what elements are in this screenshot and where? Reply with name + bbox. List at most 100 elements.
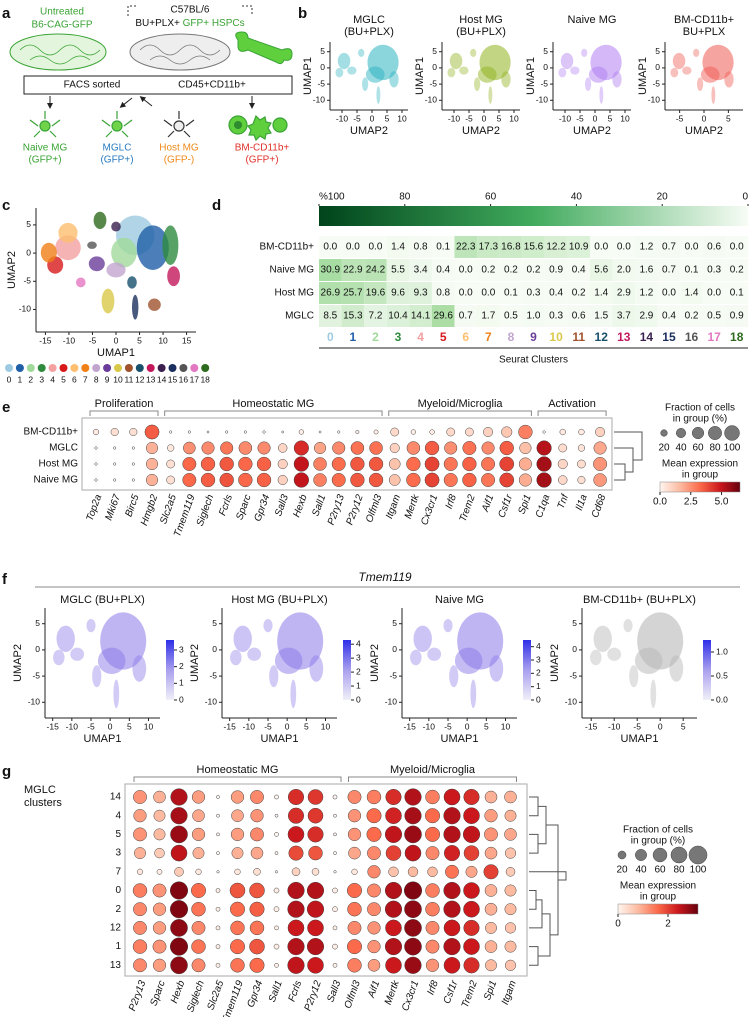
cell-value: 0.0	[459, 288, 473, 299]
y-tick-label: -5	[540, 78, 548, 88]
y-tick-label: -10	[425, 95, 438, 105]
cell-value: 2.9	[617, 288, 631, 299]
population-label: (GFP+)	[28, 155, 61, 166]
umap-cloud	[623, 619, 633, 633]
legend-dot	[660, 429, 668, 437]
dot	[274, 963, 279, 968]
umap-cluster	[87, 241, 97, 249]
x-axis-label: UMAP2	[350, 125, 388, 137]
heat-cell	[477, 305, 500, 327]
dot	[192, 847, 205, 860]
heat-cell	[386, 305, 410, 327]
gene-label: Cx3cr1	[419, 493, 440, 527]
dot	[206, 430, 210, 434]
cell-value: 2.0	[617, 265, 631, 276]
heat-cell	[657, 305, 681, 327]
cell-value: 1.4	[391, 242, 405, 253]
brain-icon	[139, 44, 221, 65]
gene-label: Hexb	[291, 493, 309, 519]
dot	[169, 937, 189, 956]
umap-cloud	[581, 48, 588, 57]
dot	[443, 938, 461, 956]
umap-cloud	[427, 647, 442, 661]
colorbar-tick-label: 3	[356, 652, 361, 662]
legend-tick-label: 20	[616, 865, 628, 876]
y-tick-label: 0	[543, 62, 548, 72]
dot	[191, 827, 206, 842]
dot	[407, 866, 419, 877]
brain-icon	[129, 33, 231, 71]
cell-value: 0.0	[730, 242, 744, 253]
label: FACS sorted	[64, 80, 121, 91]
dot	[287, 807, 305, 824]
dot	[92, 428, 100, 436]
row-label: Host MG	[39, 459, 79, 470]
dot	[367, 921, 381, 935]
x-tick-label: -10	[336, 113, 349, 123]
dot	[94, 462, 98, 466]
group-label: Myeloid/Microglia	[418, 398, 504, 410]
gene-label: Cx3cr1	[400, 979, 421, 1013]
dot	[145, 473, 159, 487]
dendrogram	[614, 463, 626, 481]
row-label: 7	[115, 866, 121, 877]
colorbar-tick-label: 0.0	[716, 694, 728, 704]
dot	[367, 902, 381, 917]
cell-value: 0.0	[685, 242, 699, 253]
column-label: 4	[417, 330, 424, 344]
dot	[291, 867, 301, 877]
dot	[347, 827, 362, 842]
dot	[367, 865, 381, 879]
colorbar	[659, 481, 741, 493]
cell-value: 0.9	[730, 311, 744, 322]
dot	[443, 807, 461, 825]
dot	[424, 440, 440, 456]
dot	[133, 827, 147, 842]
legend-swatch	[190, 364, 199, 372]
umap-cloud	[389, 71, 399, 88]
dot	[501, 426, 513, 438]
dot	[484, 790, 498, 804]
dot	[485, 959, 497, 972]
dot	[200, 472, 216, 488]
dot	[215, 963, 221, 968]
x-tick-label: -10	[423, 721, 436, 731]
dot	[318, 430, 322, 434]
dot	[182, 457, 197, 471]
umap-cloud	[230, 649, 242, 666]
heat-cell	[725, 236, 748, 258]
x-axis-label: UMAP1	[97, 347, 135, 359]
umap-cloud	[367, 44, 399, 81]
umap-cloud	[274, 647, 303, 674]
umap-cloud	[454, 647, 483, 674]
dot	[463, 807, 480, 824]
dot	[404, 788, 422, 806]
x-tick-label: 5	[385, 113, 390, 123]
cell-value: 0.4	[436, 265, 450, 276]
column-label: 11	[572, 330, 585, 344]
umap-cloud	[309, 655, 324, 682]
cell-value: 0.3	[707, 265, 721, 276]
gene-label: Itgam	[384, 493, 403, 520]
heat-cell	[567, 305, 590, 327]
legend-swatch	[157, 364, 166, 372]
row-label: Host MG	[275, 288, 315, 299]
heat-cell	[544, 236, 568, 258]
x-tick-label: 5	[681, 721, 686, 731]
legend-dot	[688, 845, 708, 865]
legend-label: 6	[72, 374, 77, 384]
plot-frame	[124, 783, 528, 977]
panel-label: e	[2, 399, 10, 416]
cell-value: 0.1	[436, 242, 450, 253]
x-tick-label: -5	[633, 721, 641, 731]
dot	[499, 456, 515, 472]
dot	[191, 939, 206, 954]
umap-cloud	[682, 66, 692, 75]
dot	[385, 845, 402, 861]
gene-label: Top2a	[85, 493, 105, 523]
heat-cell	[702, 305, 726, 327]
cell-value: 0.2	[572, 288, 586, 299]
column-label: 1	[350, 330, 357, 344]
heat-cell	[386, 236, 410, 258]
umap-cluster	[93, 211, 107, 230]
